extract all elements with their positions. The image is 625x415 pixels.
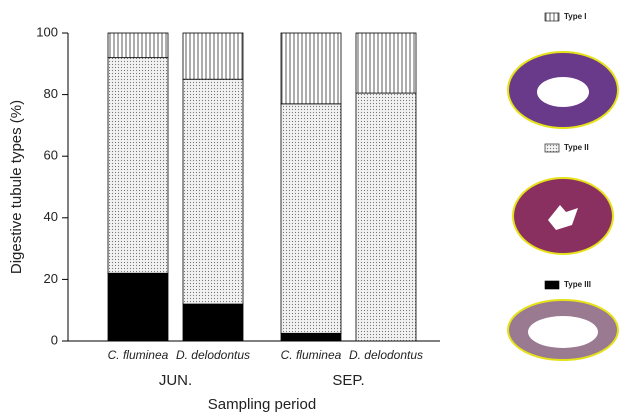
legend-label: Type II bbox=[564, 143, 589, 152]
chart: Digestive tubule types (%) Sampling peri… bbox=[0, 0, 625, 415]
bar-segment bbox=[356, 93, 416, 341]
legend-swatch bbox=[545, 13, 559, 21]
bar-segment bbox=[183, 33, 243, 79]
bar-segment bbox=[108, 33, 168, 58]
bar-segment bbox=[281, 104, 341, 333]
y-tick-label: 20 bbox=[44, 271, 58, 286]
bar-segment bbox=[183, 79, 243, 304]
legend-swatch bbox=[545, 281, 559, 289]
micrograph-lumen bbox=[537, 77, 589, 107]
x-tick-label: D. delodontus bbox=[349, 348, 423, 362]
x-tick-label: C. fluminea bbox=[281, 348, 342, 362]
legend-swatch bbox=[545, 144, 559, 152]
bar-segment bbox=[281, 33, 341, 104]
group-label: JUN. bbox=[159, 372, 192, 389]
micrographs bbox=[508, 52, 618, 360]
y-tick-label: 60 bbox=[44, 148, 58, 163]
bar-segment bbox=[108, 273, 168, 341]
micrograph-lumen bbox=[528, 316, 598, 348]
x-tick-label: D. delodontus bbox=[176, 348, 250, 362]
y-axis-title: Digestive tubule types (%) bbox=[8, 100, 25, 274]
bar-segment bbox=[108, 58, 168, 274]
y-tick-label: 100 bbox=[36, 24, 58, 39]
legend-label: Type III bbox=[564, 280, 591, 289]
bar-segment bbox=[183, 304, 243, 341]
group-label: SEP. bbox=[332, 372, 364, 389]
x-tick-label: C. fluminea bbox=[108, 348, 169, 362]
bar-segment bbox=[281, 333, 341, 341]
y-tick-label: 0 bbox=[51, 332, 58, 347]
legend-label: Type I bbox=[564, 12, 587, 21]
bar-segment bbox=[356, 33, 416, 93]
y-tick-label: 40 bbox=[44, 209, 58, 224]
y-tick-label: 80 bbox=[44, 86, 58, 101]
x-axis-title: Sampling period bbox=[208, 396, 316, 413]
